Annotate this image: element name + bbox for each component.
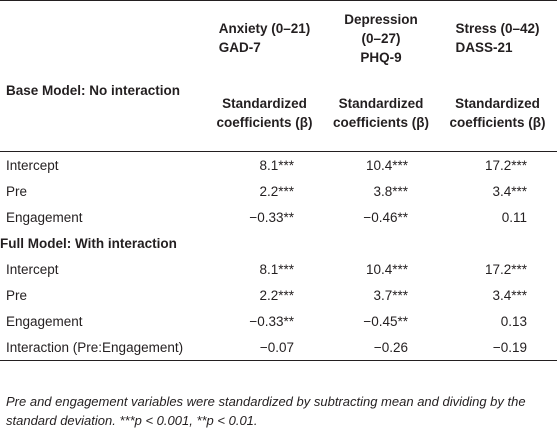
row-label: Pre	[6, 287, 28, 303]
base-model-header-row: Base Model: No interaction Standardized …	[0, 75, 557, 152]
table-row: Pre 2.2*** 3.8*** 3.4***	[0, 178, 557, 204]
full-model-title: Full Model: With interaction	[0, 235, 177, 251]
full-model-header-row: Full Model: With interaction	[0, 230, 557, 256]
column-header-stress: Stress (0–42) DASS-21	[438, 0, 557, 75]
table-row: Interaction (Pre:Engagement) −0.07 −0.26…	[0, 334, 557, 361]
cell-value: 10.4***	[365, 261, 408, 277]
column-header-row: Anxiety (0–21) GAD-7 Depression (0–27) P…	[0, 0, 557, 75]
cell-value: 0.11	[501, 209, 527, 225]
cell-value: 3.8***	[373, 183, 408, 199]
cell-value: −0.33**	[249, 209, 294, 225]
row-label: Intercept	[6, 261, 59, 277]
cell-value: 3.4***	[492, 287, 527, 303]
header-empty	[0, 0, 205, 75]
cell-value: 17.2***	[484, 157, 527, 173]
coef-header-stress: Standardized coefficients (β)	[438, 75, 557, 152]
row-label: Pre	[6, 183, 28, 199]
cell-value: 3.4***	[492, 183, 527, 199]
cell-value: 2.2***	[259, 287, 294, 303]
cell-value: 17.2***	[484, 261, 527, 277]
cell-value: −0.45**	[363, 313, 408, 329]
cell-value: 10.4***	[365, 157, 408, 173]
cell-value: 0.13	[500, 313, 527, 329]
row-label: Intercept	[6, 157, 59, 173]
table-row: Engagement −0.33** −0.46** 0.11	[0, 204, 557, 230]
coef-header-anxiety: Standardized coefficients (β)	[205, 75, 324, 152]
table-row: Intercept 8.1*** 10.4*** 17.2***	[0, 256, 557, 282]
row-label: Engagement	[6, 313, 83, 329]
column-header-depression: Depression (0–27) PHQ-9	[324, 0, 438, 75]
table-footnote: Pre and engagement variables were standa…	[6, 394, 526, 428]
row-label: Engagement	[6, 209, 83, 225]
cell-value: −0.46**	[363, 209, 408, 225]
results-table: Anxiety (0–21) GAD-7 Depression (0–27) P…	[0, 0, 557, 361]
table-row: Engagement −0.33** −0.45** 0.13	[0, 308, 557, 334]
cell-value: 8.1***	[259, 157, 294, 173]
base-model-title: Base Model: No interaction	[0, 75, 205, 152]
table-row: Pre 2.2*** 3.7*** 3.4***	[0, 282, 557, 308]
row-label: Interaction (Pre:Engagement)	[0, 334, 205, 361]
cell-value: −0.26	[324, 334, 438, 361]
coef-header-depression: Standardized coefficients (β)	[324, 75, 438, 152]
cell-value: −0.33**	[249, 313, 294, 329]
cell-value: 3.7***	[373, 287, 408, 303]
cell-value: 2.2***	[259, 183, 294, 199]
cell-value: −0.07	[205, 334, 324, 361]
cell-value: −0.19	[438, 334, 557, 361]
column-header-anxiety: Anxiety (0–21) GAD-7	[205, 0, 324, 75]
cell-value: 8.1***	[259, 261, 294, 277]
table-row: Intercept 8.1*** 10.4*** 17.2***	[0, 152, 557, 179]
